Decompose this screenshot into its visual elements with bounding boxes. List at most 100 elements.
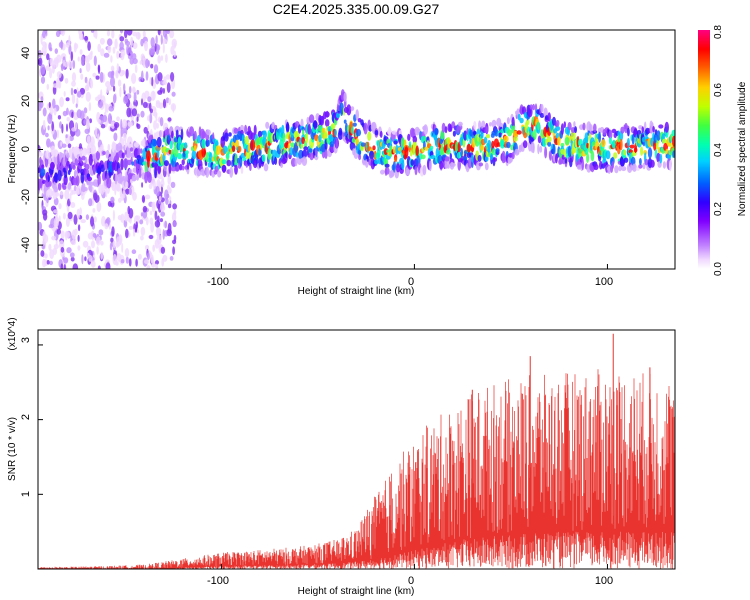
spectrogram-noise-blob (69, 252, 75, 258)
spectrogram-ridge-blob (285, 151, 288, 159)
spectrogram-noise-blob (117, 79, 122, 87)
spectrogram-ridge-blob (350, 106, 355, 111)
spectrogram-noise-blob (162, 43, 165, 54)
spectrogram-noise-blob (155, 263, 159, 269)
spectrogram-ridge-blob (133, 142, 139, 148)
spectrogram-ridge-blob (460, 147, 463, 157)
spectrogram-ridge-blob (84, 187, 88, 192)
spectrogram-noise-blob (125, 256, 129, 264)
spectrogram-noise-blob (132, 42, 138, 49)
spectrogram-ridge-blob (584, 132, 589, 145)
spectrogram-ridge-blob (144, 162, 148, 174)
spectrogram-ridge-blob (441, 143, 444, 155)
spectrogram-ridge-blob (591, 141, 596, 147)
spectrogram-noise-blob (59, 121, 62, 129)
spectrogram-ridge-blob (351, 138, 356, 143)
spectrogram-ridge-blob (111, 181, 116, 191)
spectrogram-noise-blob (60, 30, 66, 37)
spectrogram-noise-blob (38, 221, 43, 231)
spectrogram-noise-blob (52, 83, 59, 88)
spectrogram-noise-blob (160, 202, 165, 212)
spectrogram-ridge-blob (516, 149, 520, 155)
spectrogram-ridge-blob (416, 128, 421, 134)
spectrogram-noise-blob (110, 237, 114, 243)
spectrogram-ridge-blob (480, 130, 484, 139)
spectrogram-ridge-blob (640, 146, 644, 156)
spectrogram-ridge-blob (88, 153, 93, 166)
spectrogram-xtick-neg100: -100 (207, 276, 229, 288)
spectrogram-noise-blob (100, 48, 105, 57)
spectrogram-ridge-blob (590, 150, 595, 162)
spectrogram-noise-blob (162, 254, 168, 262)
colorbar-tick-3: 0.6 (713, 83, 724, 97)
colorbar-tick-0: 0.0 (713, 262, 724, 276)
spectrogram-noise-blob (105, 262, 111, 269)
spectrogram-noise-blob (126, 44, 130, 56)
spectrogram-ridge-blob (169, 140, 173, 150)
spectrogram-ridge-blob (156, 147, 160, 159)
spectrogram-noise-blob (153, 64, 159, 74)
spectrogram-ridge-blob (79, 148, 83, 158)
spectrogram-ridge-blob (639, 158, 642, 165)
spectrogram-ridge-blob (366, 141, 370, 148)
spectrogram-noise-blob (160, 246, 166, 254)
spectrogram-ridge-blob (429, 145, 434, 150)
spectrogram-noise-blob (69, 192, 72, 202)
spectrogram-ridge-blob (262, 130, 267, 139)
spectrogram-noise-blob (111, 226, 115, 237)
spectrogram-noise-blob (150, 37, 155, 48)
spectrogram-noise-blob (100, 251, 104, 260)
spectrogram-ridge-blob (301, 137, 306, 144)
spectrogram-noise-blob (48, 224, 54, 229)
spectrogram-ridge-blob (222, 145, 228, 154)
spectrogram-noise-blob (144, 194, 151, 200)
spectrogram-ridge-blob (547, 141, 552, 147)
spectrogram-ridge-blob (570, 129, 576, 142)
spectrogram-noise-blob (150, 90, 156, 101)
spectrogram-noise-blob (49, 249, 55, 260)
spectrogram-ridge-blob (560, 123, 565, 135)
spectrogram-noise-blob (103, 52, 110, 58)
spectrogram-noise-blob (147, 115, 150, 122)
spectrogram-ridge-blob (300, 143, 304, 149)
spectrogram-ridge-blob (408, 141, 412, 149)
spectrogram-ridge-blob (206, 139, 210, 147)
spectrogram-noise-blob (130, 51, 134, 59)
spectrogram-noise-blob (149, 210, 153, 216)
spectrogram-noise-blob (49, 260, 53, 266)
spectrogram-ridge-blob (171, 166, 177, 172)
spectrogram-ridge-blob (102, 151, 106, 155)
spectrogram-ridge-blob (555, 119, 560, 127)
spectrogram-noise-blob (154, 220, 161, 228)
spectrogram-noise-region (38, 30, 178, 269)
spectrogram-noise-blob (95, 96, 100, 102)
snr-ticks (38, 344, 608, 569)
spectrogram-noise-blob (170, 45, 175, 56)
spectrogram-noise-blob (117, 215, 123, 221)
spectrogram-ridge-blob (478, 162, 484, 167)
spectrogram-panel: -100 0 100 Height of straight line (km) … (7, 25, 748, 297)
spectrogram-noise-blob (61, 123, 64, 134)
spectrogram-noise-blob (90, 30, 95, 33)
spectrogram-noise-blob (123, 132, 127, 142)
spectrogram-ridge-blob (658, 124, 664, 129)
spectrogram-noise-blob (141, 98, 143, 106)
spectrogram-noise-blob (147, 124, 150, 131)
spectrogram-ridge-blob (552, 143, 556, 156)
spectrogram-ridge-blob (494, 128, 499, 137)
spectrogram-ridge-blob (74, 146, 79, 156)
spectrogram-ridge-blob (410, 159, 415, 166)
spectrogram-noise-blob (51, 121, 54, 132)
spectrogram-ridge-blob (55, 192, 60, 197)
spectrogram-ridge-blob (454, 141, 459, 154)
spectrogram-noise-blob (46, 138, 51, 148)
spectrogram-noise-blob (160, 197, 165, 203)
spectrogram-noise-blob (140, 235, 144, 241)
spectrogram-noise-blob (88, 102, 92, 112)
spectrogram-noise-blob (129, 57, 134, 65)
spectrogram-noise-blob (171, 91, 176, 97)
spectrogram-noise-blob (121, 242, 124, 253)
spectrogram-ridge-blob (484, 162, 489, 171)
spectrogram-noise-blob (41, 258, 47, 268)
snr-xtick-0: 0 (408, 575, 414, 587)
